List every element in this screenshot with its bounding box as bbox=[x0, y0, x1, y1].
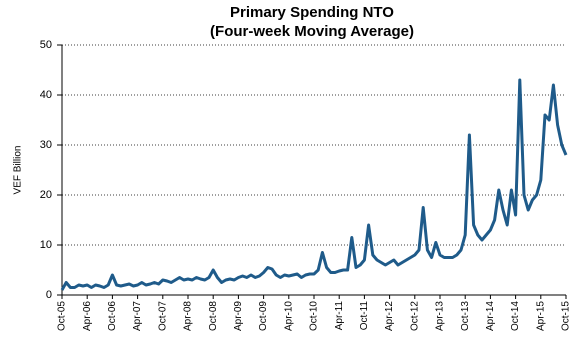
y-tick-label: 10 bbox=[40, 239, 52, 251]
x-tick-label: Apr-11 bbox=[334, 301, 345, 331]
y-tick-label: 50 bbox=[40, 39, 52, 51]
y-tick-label: 20 bbox=[40, 189, 52, 201]
x-tick-label: Apr-10 bbox=[283, 301, 294, 331]
x-tick-label: Apr-14 bbox=[485, 301, 496, 331]
x-tick-label: Apr-13 bbox=[435, 301, 446, 331]
x-tick-label: Oct-05 bbox=[57, 301, 68, 331]
x-tick-label: Apr-12 bbox=[384, 301, 395, 331]
x-tick-label: Apr-15 bbox=[535, 301, 546, 331]
x-tick-label: Oct-15 bbox=[561, 301, 570, 331]
y-tick-label: 40 bbox=[40, 89, 52, 101]
x-tick-label: Apr-09 bbox=[233, 301, 244, 331]
x-tick-label: Oct-09 bbox=[258, 301, 269, 331]
x-tick-label: Apr-07 bbox=[132, 301, 143, 331]
chart-title: Primary Spending NTO bbox=[230, 4, 394, 21]
x-tick-label: Oct-12 bbox=[409, 301, 420, 331]
x-tick-label: Oct-14 bbox=[510, 301, 521, 331]
x-tick-label: Apr-08 bbox=[183, 301, 194, 331]
x-tick-label: Oct-06 bbox=[107, 301, 118, 331]
x-tick-label: Oct-13 bbox=[460, 301, 471, 331]
chart-subtitle: (Four-week Moving Average) bbox=[210, 23, 414, 40]
x-tick-label: Oct-07 bbox=[157, 301, 168, 331]
x-tick-label: Oct-08 bbox=[208, 301, 219, 331]
x-tick-label: Oct-11 bbox=[359, 301, 370, 331]
y-axis-label: VEF Billion bbox=[13, 146, 24, 195]
data-line bbox=[60, 78, 568, 291]
x-tick-label: Apr-06 bbox=[82, 301, 93, 331]
y-tick-label: 30 bbox=[40, 139, 52, 151]
y-tick-label: 0 bbox=[46, 289, 52, 301]
x-tick-label: Oct-10 bbox=[309, 301, 320, 331]
